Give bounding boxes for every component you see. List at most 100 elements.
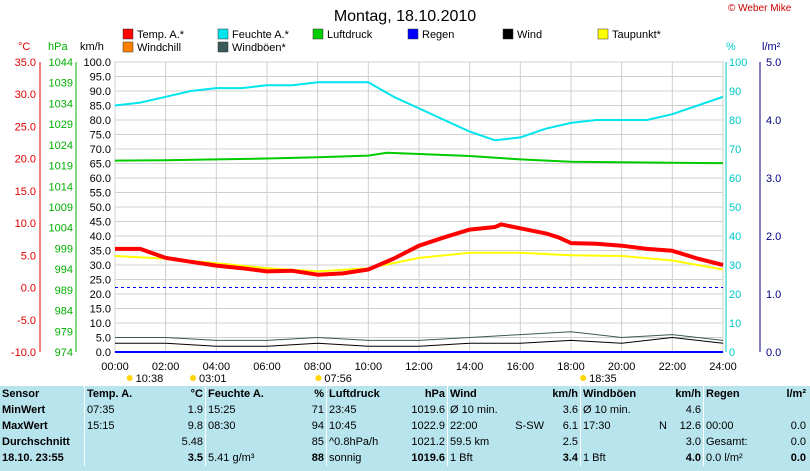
- stats-cell-wind-b: S-SW: [515, 420, 544, 432]
- stats-header-row: Sensor Temp. A. °C Feuchte A. % Luftdruc…: [0, 386, 808, 402]
- series-line-taupunkt: [114, 251, 724, 273]
- wind-tick-label: 45.0: [90, 217, 111, 229]
- stats-cell-rain-a: Gesamt:: [703, 434, 768, 450]
- x-tick-label: 12:00: [405, 361, 433, 373]
- event-marker-dot: [126, 375, 133, 381]
- wind-tick-label: 15.0: [90, 304, 111, 316]
- stats-cell-label: MaxWert: [2, 420, 48, 432]
- header-rain: Regen: [703, 386, 768, 402]
- pressure-tick-label: 979: [55, 326, 73, 338]
- header-temp: Temp. A.: [84, 386, 155, 402]
- humidity-tick-label: 10: [729, 318, 741, 330]
- stats-cell-gust-b: [641, 402, 669, 418]
- wind-tick-label: 65.0: [90, 159, 111, 171]
- humidity-tick-label: 50: [729, 202, 741, 214]
- header-humidity: Feuchte A.: [205, 386, 276, 402]
- legend-swatch: [312, 28, 324, 40]
- stats-cell-temp-time: 07:35: [84, 402, 155, 418]
- stats-cell-hum-time: 08:30: [205, 418, 276, 434]
- series-line-wind: [115, 337, 724, 347]
- stats-cell-wind: 2.5: [562, 436, 578, 448]
- series-line-luftdruck: [114, 151, 723, 165]
- stats-row: MaxWert 15:15 9.8 08:30 94 10:45 1022.9 22:00 S-…: [0, 418, 808, 434]
- stats-row: Durchschnitt 5.48 85 ^0.8hPa/h 1021.2 59.5 km…: [0, 434, 808, 450]
- stats-cell-wind-a: Ø 10 min.: [447, 402, 512, 418]
- event-marker-dot: [315, 375, 322, 381]
- stats-cell-temp-time: 15:15: [84, 418, 155, 434]
- header-wind-unit: km/h: [552, 388, 578, 400]
- x-tick-label: 10:00: [355, 361, 383, 373]
- rain-axis-unit: l/m²: [762, 41, 781, 53]
- pressure-tick-label: 1034: [49, 98, 73, 110]
- wind-tick-label: 20.0: [90, 289, 111, 301]
- legend-swatch: [217, 28, 229, 40]
- legend-swatch: [122, 28, 134, 40]
- stats-cell-rain-a: 00:00: [703, 418, 768, 434]
- header-pressure: Luftdruck: [326, 386, 397, 402]
- x-tick-label: 14:00: [456, 361, 484, 373]
- pressure-axis-unit: hPa: [48, 41, 68, 53]
- legend-label: Windböen*: [232, 42, 287, 54]
- stats-cell-temp: 1.9: [187, 404, 203, 416]
- series-line-temp-a: [115, 222, 724, 277]
- stats-cell-press-time: ^0.8hPa/h: [326, 434, 397, 450]
- humidity-tick-label: 80: [729, 115, 741, 127]
- stats-cell-hum: 94: [311, 420, 324, 432]
- stats-row: 18.10. 23:55 3.5 5.41 g/m³ 88 sonnig 1019.6 1 …: [0, 450, 808, 466]
- stats-cell-wind-a: 59.5 km: [447, 434, 512, 450]
- stats-cell-wind: 3.6: [562, 404, 578, 416]
- humidity-tick-label: 90: [729, 86, 741, 98]
- wind-tick-label: 85.0: [90, 101, 111, 113]
- wind-tick-label: 30.0: [90, 260, 111, 272]
- weather-chart: Montag, 18.10.2010 © Weber Mike Temp. A.…: [11, 3, 792, 385]
- legend-label: Taupunkt*: [612, 29, 662, 41]
- x-tick-label: 16:00: [507, 361, 535, 373]
- humidity-tick-label: 30: [729, 260, 741, 272]
- stats-cell-rain: 0.0: [790, 452, 806, 464]
- x-tick-label: 02:00: [152, 361, 180, 373]
- stats-cell-gust: 3.0: [685, 436, 701, 448]
- event-marker-dot: [190, 375, 196, 381]
- stats-cell-rain-a: 0.0 l/m²: [703, 450, 768, 466]
- legend-swatch: [407, 28, 419, 40]
- temp-tick-label: 5.0: [21, 250, 36, 262]
- stats-cell-label: Durchschnitt: [2, 436, 70, 448]
- x-tick-label: 06:00: [253, 361, 281, 373]
- stats-cell-press: 1019.6: [411, 404, 445, 416]
- header-sensor: Sensor: [2, 388, 40, 400]
- stats-cell-rain: 0.0: [790, 420, 806, 432]
- stats-cell-press: 1019.6: [411, 452, 445, 464]
- stats-cell-rain: 0.0: [790, 436, 806, 448]
- wind-tick-label: 10.0: [90, 318, 111, 330]
- humidity-tick-label: 60: [729, 173, 741, 185]
- header-temp-unit: °C: [190, 388, 203, 400]
- stats-cell-hum: 85: [311, 436, 324, 448]
- stats-cell-press-time: 10:45: [326, 418, 397, 434]
- legend-label: Windchill: [137, 42, 181, 54]
- temp-tick-label: 10.0: [15, 218, 36, 230]
- header-gust-spacer: [641, 386, 669, 402]
- rain-tick-label: 3.0: [766, 173, 781, 185]
- wind-tick-label: 55.0: [90, 188, 111, 200]
- stats-cell-press-time: 23:45: [326, 402, 397, 418]
- legend-swatch: [597, 28, 609, 40]
- stats-cell-press: 1021.2: [411, 436, 445, 448]
- temp-tick-label: 25.0: [15, 121, 36, 133]
- stats-cell-wind-a: 1 Bft: [447, 450, 512, 466]
- stats-cell-wind-a: 22:00: [447, 418, 512, 434]
- humidity-tick-label: 0: [729, 347, 735, 359]
- header-gust: Windböen: [580, 386, 641, 402]
- event-marker-label: 18:35: [589, 373, 617, 385]
- legend-label: Feuchte A.*: [232, 29, 290, 41]
- stats-cell-wind-b: [512, 434, 546, 450]
- legend-swatch: [122, 41, 134, 53]
- x-tick-label: 18:00: [557, 361, 585, 373]
- event-marker-label: 03:01: [199, 373, 227, 385]
- temp-tick-label: 30.0: [15, 89, 36, 101]
- pressure-tick-label: 989: [55, 285, 73, 297]
- humidity-tick-label: 70: [729, 144, 741, 156]
- header-rain-unit: l/m²: [786, 388, 806, 400]
- stats-row: MinWert 07:35 1.9 15:25 71 23:45 1019.6 Ø 10 mi…: [0, 402, 808, 418]
- stats-cell-label: MinWert: [2, 404, 46, 416]
- statistics-panel: Sensor Temp. A. °C Feuchte A. % Luftdruc…: [0, 386, 810, 471]
